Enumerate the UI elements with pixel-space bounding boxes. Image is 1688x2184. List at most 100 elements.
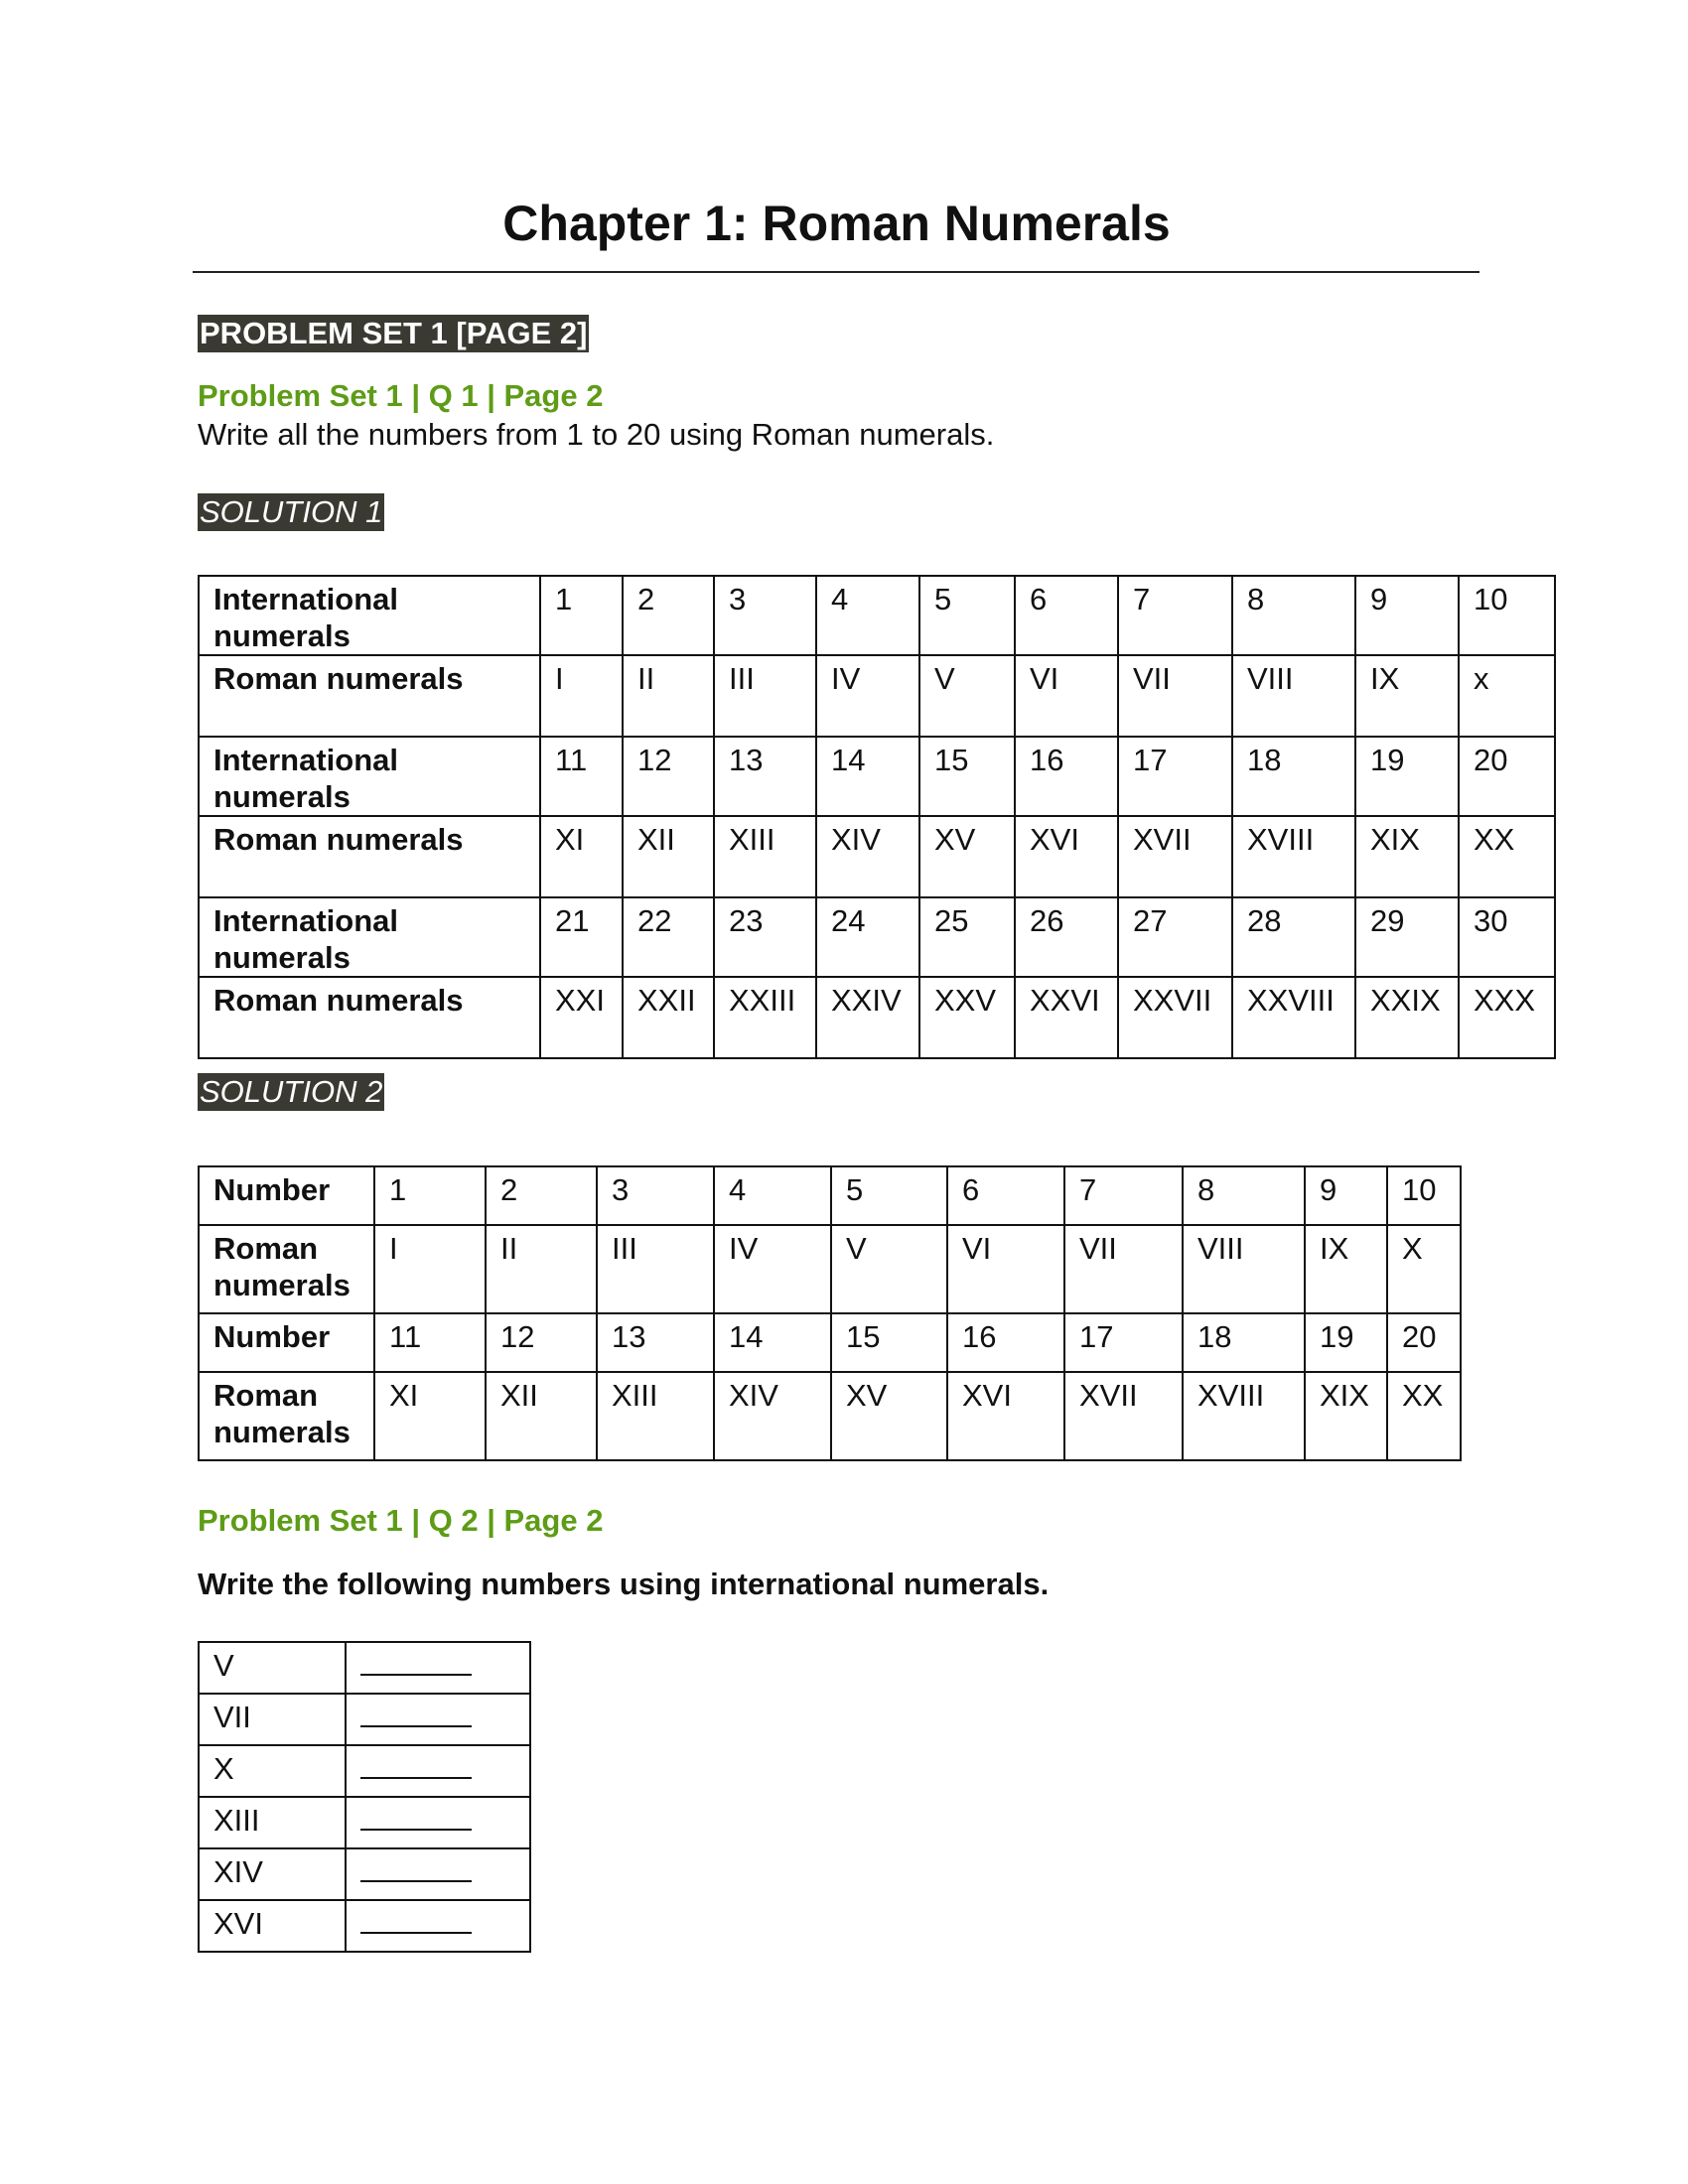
- table-cell: V: [918, 654, 1016, 738]
- table-cell: XXIV: [815, 976, 920, 1059]
- table-cell: 15: [918, 736, 1016, 817]
- table-cell: XIII: [713, 815, 817, 898]
- row-header: Roman numerals: [198, 1224, 375, 1314]
- table-cell: 19: [1354, 736, 1460, 817]
- solution1-label: SOLUTION 1: [198, 493, 385, 531]
- table-row: VII: [198, 1693, 531, 1746]
- table-cell: 16: [946, 1312, 1065, 1373]
- table-cell: 21: [539, 896, 624, 978]
- table-cell: 4: [815, 575, 920, 656]
- q2-table: V VII X XIII XIV XVI: [198, 1641, 531, 1953]
- table-cell: XIX: [1354, 815, 1460, 898]
- q1-heading: Problem Set 1 | Q 1 | Page 2: [198, 378, 604, 413]
- table-cell: 8: [1231, 575, 1356, 656]
- table-row: Number 11 12 13 14 15 16 17 18 19 20: [198, 1312, 1462, 1373]
- table-cell: 9: [1304, 1165, 1388, 1226]
- answer-blank[interactable]: [360, 1725, 472, 1727]
- table-cell: XXIX: [1354, 976, 1460, 1059]
- table-cell: 3: [596, 1165, 715, 1226]
- table-cell: XX: [1386, 1371, 1462, 1461]
- answer-cell[interactable]: [345, 1744, 531, 1798]
- table-cell: 10: [1386, 1165, 1462, 1226]
- page-title: Chapter 1: Roman Numerals: [502, 196, 1171, 251]
- row-header: Roman numerals: [198, 1371, 375, 1461]
- table-cell: 19: [1304, 1312, 1388, 1373]
- table-cell: 1: [539, 575, 624, 656]
- table-cell: XXIII: [713, 976, 817, 1059]
- table-cell: IV: [713, 1224, 832, 1314]
- table-cell: 22: [622, 896, 715, 978]
- roman-numeral-cell: VII: [198, 1693, 347, 1746]
- roman-numeral-cell: XVI: [198, 1899, 347, 1953]
- answer-cell[interactable]: [345, 1899, 531, 1953]
- table-cell: IX: [1304, 1224, 1388, 1314]
- table-cell: XXVII: [1117, 976, 1233, 1059]
- table-cell: XVI: [946, 1371, 1065, 1461]
- table-cell: XXX: [1458, 976, 1556, 1059]
- answer-cell[interactable]: [345, 1847, 531, 1901]
- table-cell: 5: [830, 1165, 948, 1226]
- table-cell: 6: [946, 1165, 1065, 1226]
- table-cell: 16: [1014, 736, 1119, 817]
- table-row: Number 1 2 3 4 5 6 7 8 9 10: [198, 1165, 1462, 1226]
- table-cell: 10: [1458, 575, 1556, 656]
- table-cell: 5: [918, 575, 1016, 656]
- table-cell: I: [539, 654, 624, 738]
- table-cell: 17: [1117, 736, 1233, 817]
- table-cell: 27: [1117, 896, 1233, 978]
- answer-cell[interactable]: [345, 1693, 531, 1746]
- roman-numeral-cell: V: [198, 1641, 347, 1695]
- table-cell: XVIII: [1182, 1371, 1306, 1461]
- table-cell: 13: [713, 736, 817, 817]
- table-cell: 15: [830, 1312, 948, 1373]
- answer-cell[interactable]: [345, 1796, 531, 1849]
- table-cell: XXVIII: [1231, 976, 1356, 1059]
- table-cell: 7: [1117, 575, 1233, 656]
- table-cell: XIV: [815, 815, 920, 898]
- answer-blank[interactable]: [360, 1880, 472, 1882]
- table-cell: X: [1386, 1224, 1462, 1314]
- table-cell: 11: [539, 736, 624, 817]
- solution1-table: International numerals 1 2 3 4 5 6 7 8 9 10 Roman n…: [198, 575, 1556, 1059]
- table-cell: 23: [713, 896, 817, 978]
- table-cell: 20: [1386, 1312, 1462, 1373]
- answer-blank[interactable]: [360, 1777, 472, 1779]
- table-cell: VII: [1117, 654, 1233, 738]
- table-row: V: [198, 1641, 531, 1695]
- table-row: XIV: [198, 1847, 531, 1901]
- table-cell: 7: [1063, 1165, 1184, 1226]
- table-cell: IX: [1354, 654, 1460, 738]
- table-cell: VI: [946, 1224, 1065, 1314]
- table-cell: 1: [373, 1165, 487, 1226]
- table-cell: XI: [373, 1371, 487, 1461]
- table-cell: 30: [1458, 896, 1556, 978]
- row-header: Number: [198, 1165, 375, 1226]
- table-cell: XXII: [622, 976, 715, 1059]
- answer-blank[interactable]: [360, 1674, 472, 1676]
- table-cell: 11: [373, 1312, 487, 1373]
- table-cell: 3: [713, 575, 817, 656]
- row-header: International numerals: [198, 575, 541, 656]
- answer-blank[interactable]: [360, 1829, 472, 1831]
- table-row: International numerals 11 12 13 14 15 16 17 18 19…: [198, 736, 1556, 817]
- table-cell: 4: [713, 1165, 832, 1226]
- table-cell: XII: [485, 1371, 598, 1461]
- answer-blank[interactable]: [360, 1932, 472, 1934]
- table-cell: 25: [918, 896, 1016, 978]
- table-cell: VI: [1014, 654, 1119, 738]
- table-cell: 29: [1354, 896, 1460, 978]
- table-cell: 12: [622, 736, 715, 817]
- table-cell: 18: [1231, 736, 1356, 817]
- table-cell: 12: [485, 1312, 598, 1373]
- row-header: International numerals: [198, 896, 541, 978]
- table-cell: I: [373, 1224, 487, 1314]
- table-cell: XXVI: [1014, 976, 1119, 1059]
- q2-heading: Problem Set 1 | Q 2 | Page 2: [198, 1503, 604, 1538]
- table-cell: 14: [713, 1312, 832, 1373]
- table-cell: 2: [485, 1165, 598, 1226]
- table-cell: VIII: [1182, 1224, 1306, 1314]
- table-cell: XI: [539, 815, 624, 898]
- table-cell: XVI: [1014, 815, 1119, 898]
- answer-cell[interactable]: [345, 1641, 531, 1695]
- table-cell: 6: [1014, 575, 1119, 656]
